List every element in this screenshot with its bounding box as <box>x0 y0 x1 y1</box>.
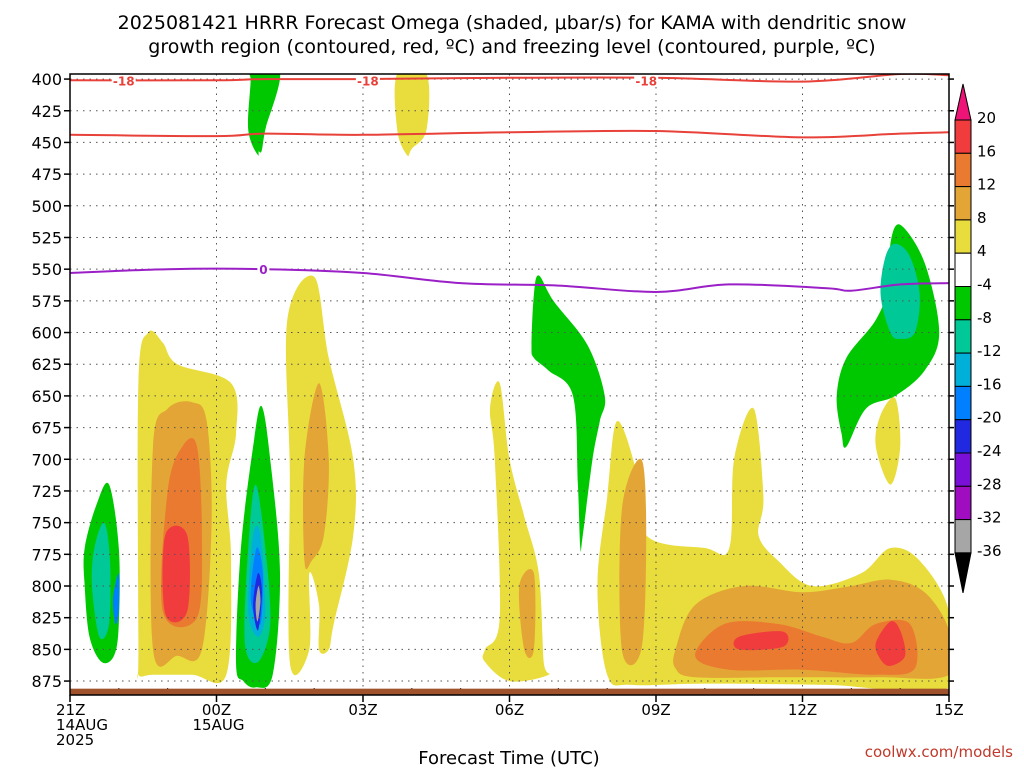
colorbar-segment-4 <box>954 219 972 254</box>
x-tick-label-0-2: 2025 <box>56 731 94 749</box>
contour-lines: -18 -18 -18 0 <box>70 74 949 294</box>
terrain-band <box>70 688 949 695</box>
colorbar-segment-6 <box>954 286 972 321</box>
colorbar-label-3: 8 <box>977 209 987 227</box>
credit-text: coolwx.com/models <box>865 743 1013 761</box>
colorbar-segment-8 <box>954 352 972 387</box>
x-tick-label-12-0: 09Z <box>641 701 670 719</box>
omega-region-1 <box>91 522 111 640</box>
x-axis-label: Forecast Time (UTC) <box>418 748 599 768</box>
colorbar-segment-10 <box>954 419 972 454</box>
y-tick-label-800: 800 <box>31 577 62 596</box>
y-tick-label-675: 675 <box>31 419 62 438</box>
x-tick-label-6-0: 03Z <box>348 701 377 719</box>
x-tick-label-18-0: 15Z <box>934 701 963 719</box>
colorbar: 20 16 12 8 4 -4 -8 -12 -16 -20 -24 -28 -32 -36 <box>954 83 1002 593</box>
dgz-contour-label-1: -18 <box>357 74 379 88</box>
y-tick-label-475: 475 <box>31 165 62 184</box>
x-tick-label-9-0: 06Z <box>495 701 524 719</box>
colorbar-label-0: 20 <box>977 109 996 127</box>
colorbar-segment-3 <box>954 186 972 221</box>
y-tick-label-500: 500 <box>31 197 62 216</box>
colorbar-segment-13 <box>954 519 972 554</box>
y-tick-label-850: 850 <box>31 640 62 659</box>
y-tick-label-775: 775 <box>31 545 62 564</box>
omega-region-26 <box>875 397 901 485</box>
chart-title-line1: 2025081421 HRRR Forecast Omega (shaded, … <box>118 12 907 34</box>
chart-title-line2: growth region (contoured, red, ºC) and f… <box>148 36 875 58</box>
colorbar-segment-12 <box>954 485 972 521</box>
omega-region-2 <box>112 573 120 625</box>
dgz-contour-label-0: -18 <box>113 74 135 88</box>
colorbar-segment-2 <box>954 152 972 188</box>
colorbar-label-4: 4 <box>977 242 987 260</box>
y-axis-ticks: 400 425 450 475 500 525 550 575 600 625 650 675 700 7… <box>31 70 954 691</box>
omega-region-21 <box>619 458 647 666</box>
omega-region-25 <box>875 621 906 666</box>
y-tick-label-575: 575 <box>31 292 62 311</box>
omega-region-24 <box>733 631 789 651</box>
y-tick-label-875: 875 <box>31 672 62 691</box>
omega-region-12 <box>255 585 261 622</box>
colorbar-bottom-triangle <box>954 552 972 593</box>
omega-region-17 <box>482 381 551 682</box>
y-tick-label-450: 450 <box>31 133 62 152</box>
omega-region-18 <box>518 569 536 659</box>
y-tick-label-525: 525 <box>31 228 62 247</box>
colorbar-segment-11 <box>954 452 972 487</box>
y-tick-label-550: 550 <box>31 260 62 279</box>
colorbar-label-13: -36 <box>977 542 1002 560</box>
colorbar-segment-9 <box>954 385 972 421</box>
x-tick-label-3-1: 15AUG <box>193 716 245 734</box>
dgz-label-bg-0 <box>111 74 136 87</box>
freezing-label-bg <box>257 262 270 276</box>
y-tick-label-400: 400 <box>31 70 62 89</box>
colorbar-label-8: -16 <box>977 375 1002 393</box>
colorbar-label-5: -4 <box>977 276 992 294</box>
omega-region-14 <box>303 383 329 570</box>
dgz-label-bg-1 <box>355 74 380 87</box>
y-tick-label-825: 825 <box>31 609 62 628</box>
x-tick-label-0-1: 14AUG <box>56 716 108 734</box>
omega-region-6 <box>162 525 190 623</box>
omega-region-16 <box>394 74 430 157</box>
freezing-contour-label: 0 <box>259 263 267 277</box>
terrain-strip <box>70 688 949 695</box>
y-tick-label-625: 625 <box>31 355 62 374</box>
colorbar-label-6: -8 <box>977 309 992 327</box>
dgz-upper-contour <box>70 74 949 83</box>
freezing-level-contour <box>70 267 949 294</box>
y-tick-label-600: 600 <box>31 324 62 343</box>
dgz-lower-contour <box>70 129 949 139</box>
colorbar-top-triangle <box>954 83 972 121</box>
colorbar-label-9: -20 <box>977 409 1002 427</box>
x-tick-label-0-0: 21Z <box>56 701 85 719</box>
colorbar-label-11: -28 <box>977 475 1002 493</box>
y-tick-label-700: 700 <box>31 450 62 469</box>
colorbar-segment-5 <box>954 252 972 287</box>
colorbar-label-2: 12 <box>977 176 996 194</box>
x-tick-label-3-0: 00Z <box>202 701 231 719</box>
dgz-contour-label-2: -18 <box>635 74 657 88</box>
colorbar-label-12: -32 <box>977 509 1002 527</box>
omega-region-19 <box>531 275 606 552</box>
colorbar-label-10: -24 <box>977 442 1002 460</box>
y-tick-label-425: 425 <box>31 102 62 121</box>
colorbar-segment-7 <box>954 319 972 354</box>
colorbar-label-1: 16 <box>977 142 996 160</box>
omega-shaded-regions <box>83 74 949 693</box>
y-tick-label-650: 650 <box>31 387 62 406</box>
x-tick-label-15-0: 12Z <box>788 701 817 719</box>
y-tick-label-750: 750 <box>31 514 62 533</box>
colorbar-segment-1 <box>954 119 972 154</box>
omega-region-23 <box>695 619 918 675</box>
omega-region-28 <box>880 243 920 339</box>
y-tick-label-725: 725 <box>31 482 62 501</box>
dgz-label-bg-2 <box>634 74 659 87</box>
colorbar-label-7: -12 <box>977 342 1002 360</box>
